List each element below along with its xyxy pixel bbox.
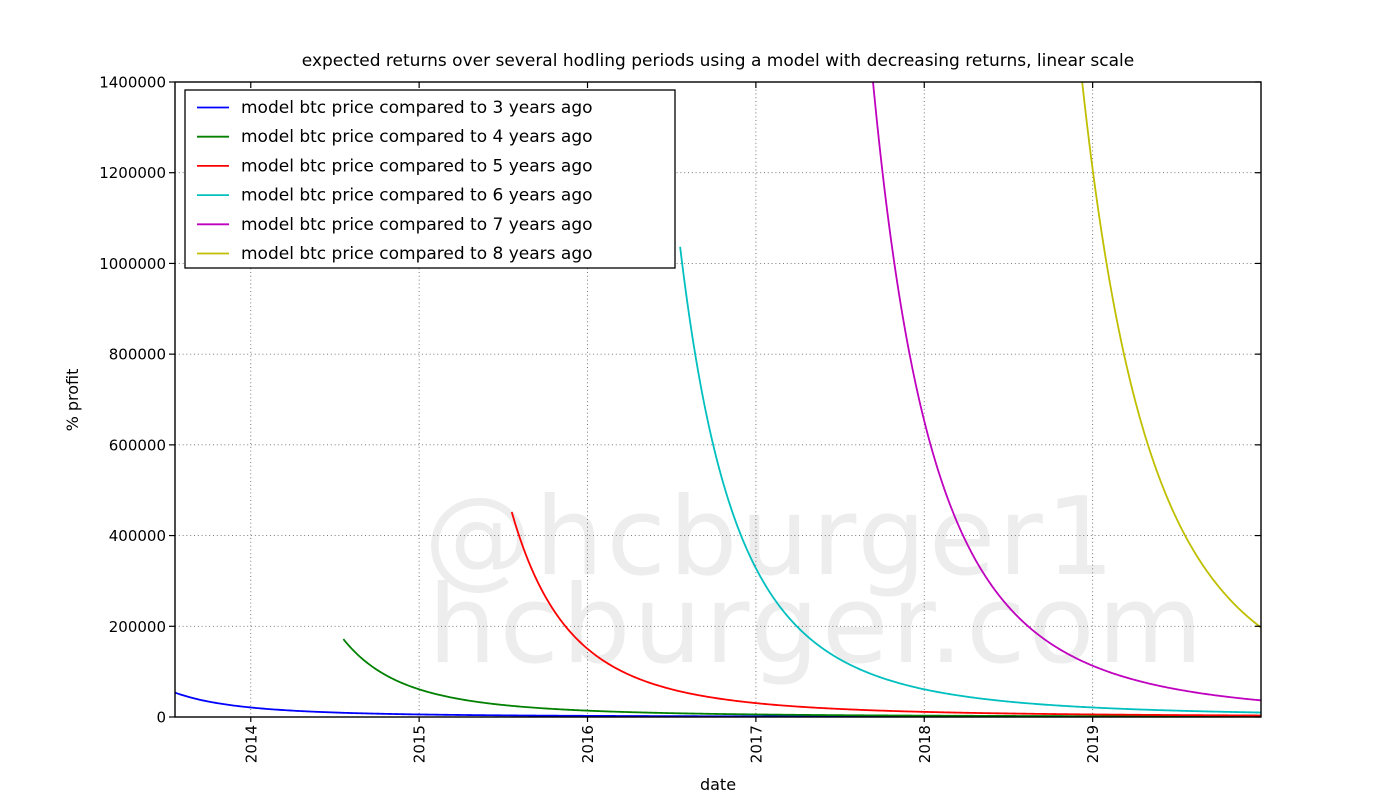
watermark: @hcburger1 hcburger.com	[424, 475, 1206, 688]
y-tick-label: 600000	[109, 436, 166, 454]
watermark-line2: hcburger.com	[428, 563, 1206, 688]
axes: 2014 2015 2016 2017 2018 2019 0 200000 400000 600…	[99, 74, 1262, 763]
series-line-6-years	[679, 246, 1261, 714]
series-curves	[175, 82, 1261, 717]
x-axis-label: date	[700, 775, 736, 794]
chart-title: expected returns over several hodling pe…	[302, 51, 1134, 71]
y-tick-label: 800000	[109, 346, 166, 364]
x-tick-label: 2014	[242, 725, 260, 763]
x-tick-label: 2018	[916, 725, 934, 763]
x-tick-label: 2015	[411, 725, 429, 763]
series-line-4-years	[342, 638, 1261, 717]
x-tick-label: 2017	[747, 725, 765, 763]
legend-label: model btc price compared to 4 years ago	[241, 127, 593, 147]
axis-frame	[174, 81, 1262, 718]
y-axis-label: % profit	[63, 369, 82, 432]
y-tick-label: 0	[156, 709, 166, 727]
legend-label: model btc price compared to 7 years ago	[241, 215, 593, 235]
watermark-line1: @hcburger1	[424, 475, 1117, 600]
y-tick-label: 1200000	[99, 164, 166, 182]
y-tick-label: 200000	[109, 618, 166, 636]
legend-label: model btc price compared to 5 years ago	[241, 156, 593, 176]
y-tick-label: 1000000	[99, 255, 166, 273]
series-line-5-years	[510, 511, 1261, 717]
y-tick-label: 1400000	[99, 74, 166, 92]
series-line-7-years	[872, 82, 1261, 702]
gridlines	[175, 82, 1261, 717]
x-tick-label: 2019	[1084, 725, 1102, 763]
legend: model btc price compared to 3 years ago m…	[184, 89, 676, 269]
legend-label: model btc price compared to 6 years ago	[241, 186, 593, 206]
legend-label: model btc price compared to 3 years ago	[241, 98, 593, 118]
x-tick-label: 2016	[579, 725, 597, 763]
legend-box	[184, 89, 676, 269]
y-tick-label: 400000	[109, 527, 166, 545]
series-line-8-years	[1081, 82, 1261, 629]
legend-label: model btc price compared to 8 years ago	[241, 244, 593, 264]
